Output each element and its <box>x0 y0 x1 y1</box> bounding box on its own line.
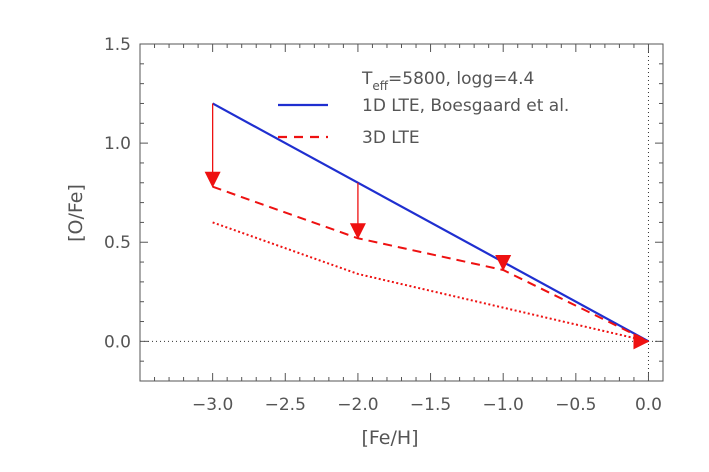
x-tick-label: −2.5 <box>265 395 306 415</box>
dotted-series-line <box>212 221 649 343</box>
y-tick-label: 1.5 <box>104 35 131 55</box>
annotation-prefix: T <box>361 69 373 89</box>
legend-label: 3D LTE <box>362 128 420 148</box>
x-tick-label: −0.5 <box>555 395 596 415</box>
y-tick-label: 1.0 <box>104 134 131 154</box>
parameter-annotation: Teff=5800, logg=4.4 <box>361 69 534 93</box>
y-tick-label: 0.5 <box>104 233 131 253</box>
annotation-subscript: eff <box>372 79 388 93</box>
legend: Teff=5800, logg=4.4 1D LTE, Boesgaard et … <box>278 69 569 148</box>
solid-series-line <box>212 102 649 343</box>
annotation-suffix: =5800, logg=4.4 <box>388 69 534 89</box>
arrow-head <box>495 254 512 271</box>
x-tick-label: −1.5 <box>410 395 451 415</box>
dashed-series-line <box>212 185 649 343</box>
x-tick-label: −3.0 <box>192 395 233 415</box>
y-tick-label: 0.0 <box>104 332 131 352</box>
y-axis-label: [O/Fe] <box>65 184 87 242</box>
plot-frame <box>139 43 664 382</box>
x-axis-label: [Fe/H] <box>361 427 418 449</box>
arrow-head <box>633 333 650 350</box>
arrow-head <box>204 171 221 188</box>
x-tick-label: 0.0 <box>635 395 662 415</box>
legend-label: 1D LTE, Boesgaard et al. <box>362 96 569 116</box>
arrow-head <box>349 223 366 240</box>
x-tick-label: −2.0 <box>337 395 378 415</box>
x-tick-label: −1.0 <box>483 395 524 415</box>
